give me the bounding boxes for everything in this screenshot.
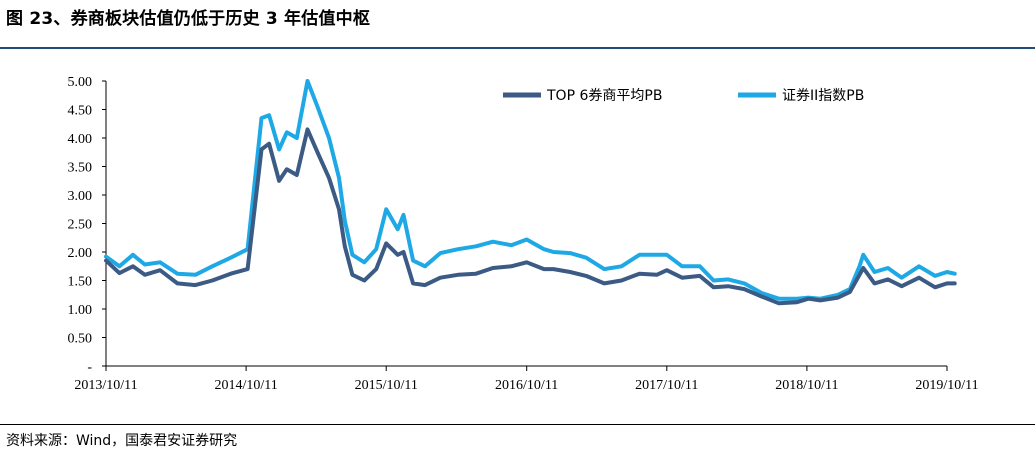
title-divider	[0, 47, 1035, 49]
x-tick-label: 2013/10/11	[74, 378, 137, 393]
figure-source: 资料来源：Wind，国泰君安证券研究	[6, 433, 238, 449]
x-tick-label: 2015/10/11	[355, 378, 418, 393]
y-axis: - 0.50 1.00 1.50 2.00 2.50 3.00 3.50 4.00 4.50 5.0…	[68, 75, 107, 375]
y-tick-label: -	[87, 360, 92, 375]
y-tick-label: 3.50	[68, 161, 93, 176]
y-tick-label: 2.00	[68, 246, 93, 261]
legend-label: 证券II指数PB	[782, 88, 864, 104]
series-layer	[104, 79, 957, 306]
y-tick-label: 1.50	[68, 275, 93, 290]
x-tick-label: 2017/10/11	[635, 378, 698, 393]
series-top6-avg-pb	[104, 127, 957, 306]
line-chart: - 0.50 1.00 1.50 2.00 2.50 3.00 3.50 4.00 4.50 5.0…	[68, 75, 979, 393]
series-line	[104, 79, 957, 301]
source-divider	[0, 424, 1035, 425]
y-tick-label: 1.00	[68, 303, 93, 318]
y-tick-label: 4.00	[68, 132, 93, 147]
series-securities-index-pb	[104, 79, 957, 301]
y-tick-label: 2.50	[68, 218, 93, 233]
x-tick-label: 2019/10/11	[915, 378, 978, 393]
x-tick-label: 2014/10/11	[214, 378, 277, 393]
y-tick-label: 5.00	[68, 75, 93, 90]
legend-label: TOP 6券商平均PB	[546, 88, 662, 104]
legend: TOP 6券商平均PB 证券II指数PB	[503, 88, 864, 104]
y-tick-label: 0.50	[68, 332, 93, 347]
y-tick-label: 4.50	[68, 104, 93, 119]
series-line	[104, 127, 957, 306]
figure-title: 图 23、券商板块估值仍低于历史 3 年估值中枢	[6, 9, 371, 29]
x-tick-label: 2018/10/11	[775, 378, 838, 393]
x-axis: 2013/10/11 2014/10/11 2015/10/11 2016/10/11…	[74, 365, 979, 393]
x-tick-label: 2016/10/11	[495, 378, 558, 393]
y-tick-label: 3.00	[68, 189, 93, 204]
